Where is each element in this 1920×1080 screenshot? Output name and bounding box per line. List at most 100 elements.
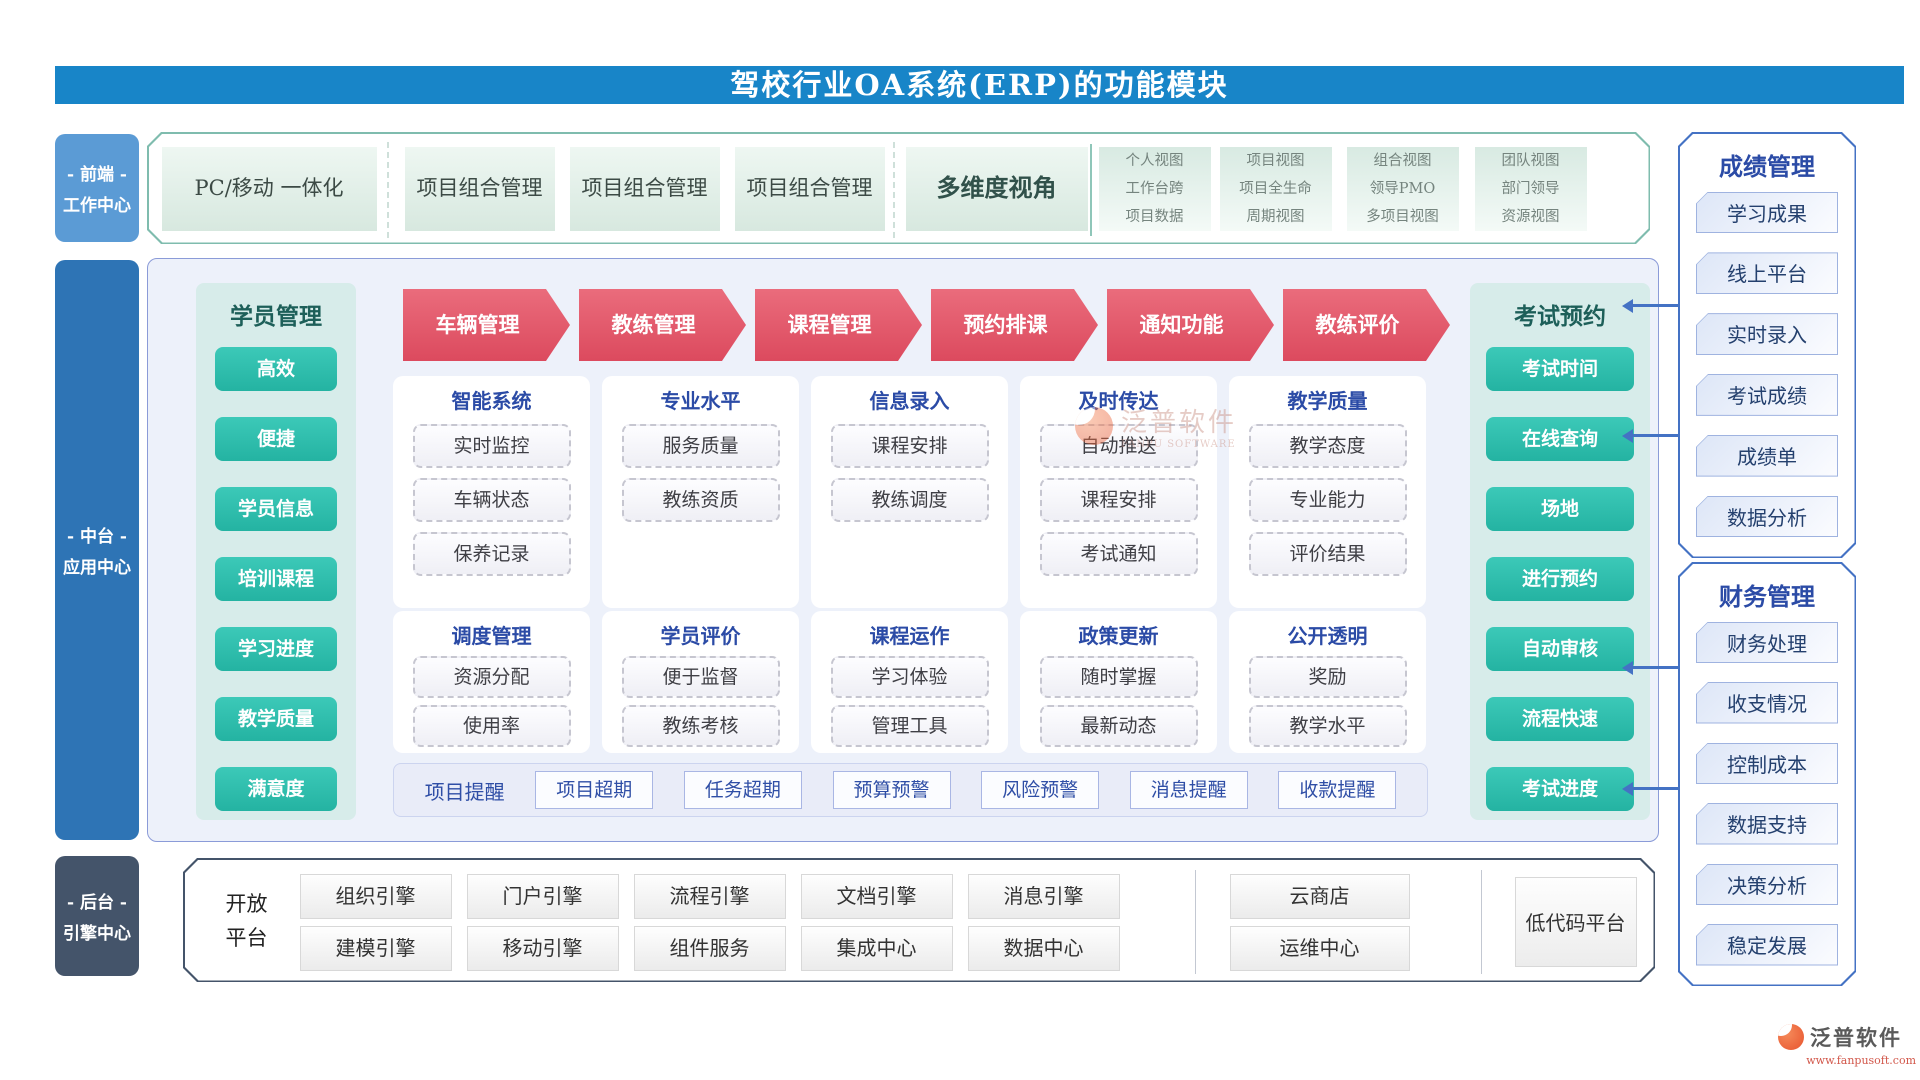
card-item: 评价结果 [1248, 532, 1407, 576]
ops-center-box: 运维中心 [1230, 926, 1410, 971]
card-title: 专业水平 [660, 389, 741, 413]
portfolio-box: 项目组合管理 [735, 147, 885, 231]
rail-midplatform-line1: - 中台 - [67, 527, 127, 547]
finance-item-label: 稳定发展 [1697, 925, 1837, 965]
fanpu-logo-icon [1778, 1024, 1804, 1050]
student-panel-item: 学习进度 [215, 627, 337, 671]
card-item: 服务质量 [621, 424, 780, 468]
cloud-store-box: 云商店 [1230, 874, 1410, 919]
student-panel-item: 学员信息 [215, 487, 337, 531]
student-panel-title: 学员管理 [230, 303, 322, 330]
feature-card: 公开透明 奖励 教学水平 [1229, 611, 1426, 753]
alert-item: 项目超期 [535, 771, 654, 809]
alert-item: 消息提醒 [1129, 771, 1248, 809]
finance-item-label: 收支情况 [1697, 683, 1837, 723]
card-item: 教学水平 [1248, 705, 1407, 747]
card-item: 管理工具 [830, 705, 989, 747]
view-box-line: 资源视图 [1501, 208, 1560, 225]
feature-card: 教学质量 教学态度 专业能力 评价结果 [1229, 376, 1426, 608]
card-item: 保养记录 [412, 532, 571, 576]
view-box-project: 项目视图 项目全生命 周期视图 [1220, 147, 1332, 231]
alerts-bar: 项目提醒 项目超期 任务超期 预算预警 风险预警 消息提醒 收款提醒 [393, 763, 1428, 817]
divider [1090, 144, 1092, 236]
score-item-label: 成绩单 [1697, 436, 1837, 476]
score-item: 成绩单 [1696, 435, 1838, 477]
feature-card: 专业水平 服务质量 教练资质 [602, 376, 799, 608]
multi-view-label: 多维度视角 [906, 147, 1088, 231]
divider [1481, 870, 1482, 974]
feature-card: 调度管理 资源分配 使用率 [393, 611, 590, 753]
card-item: 课程安排 [830, 424, 989, 468]
card-item: 考试通知 [1039, 532, 1198, 576]
view-box-line: 项目数据 [1125, 208, 1184, 225]
card-item: 学习体验 [830, 656, 989, 698]
finance-item-label: 决策分析 [1697, 865, 1837, 905]
engine-box: 文档引擎 [801, 874, 953, 919]
finance-item: 控制成本 [1696, 743, 1838, 785]
divider [893, 142, 895, 238]
footer-brand: 泛普软件 [1810, 1025, 1902, 1050]
score-item: 线上平台 [1696, 252, 1838, 294]
score-item-label: 考试成绩 [1697, 375, 1837, 415]
divider [387, 142, 389, 238]
process-arrow: 课程管理 [755, 289, 922, 361]
card-item: 自动推送 [1039, 424, 1198, 468]
feature-card: 课程运作 学习体验 管理工具 [811, 611, 1008, 753]
student-panel-item: 教学质量 [215, 697, 337, 741]
card-item: 教练调度 [830, 478, 989, 522]
open-platform-strip: 开放 平台 组织引擎 门户引擎 流程引擎 文档引擎 消息引擎 建模引擎 移动引擎… [185, 860, 1654, 981]
card-item: 奖励 [1248, 656, 1407, 698]
engine-box: 移动引擎 [467, 926, 619, 971]
view-box-line: 多项目视图 [1366, 208, 1439, 225]
finance-item: 稳定发展 [1696, 924, 1838, 966]
engine-box: 门户引擎 [467, 874, 619, 919]
score-panel-title: 成绩管理 [1719, 151, 1815, 181]
finance-item: 收支情况 [1696, 682, 1838, 724]
score-item-label: 数据分析 [1697, 497, 1837, 537]
exam-panel-item: 流程快速 [1486, 697, 1634, 741]
divider [1195, 870, 1196, 974]
process-arrow: 车辆管理 [403, 289, 570, 361]
feature-card: 智能系统 实时监控 车辆状态 保养记录 [393, 376, 590, 608]
feature-card: 政策更新 随时掌握 最新动态 [1020, 611, 1217, 753]
card-item: 课程安排 [1039, 478, 1198, 522]
feature-card: 及时传达 自动推送 课程安排 考试通知 [1020, 376, 1217, 608]
portfolio-box: 项目组合管理 [405, 147, 555, 231]
open-platform-line1: 开放 [225, 891, 268, 916]
view-box-line: 项目视图 [1246, 152, 1305, 169]
rail-frontend-line2: 工作中心 [63, 196, 131, 216]
card-title: 智能系统 [451, 389, 532, 413]
view-box-team: 团队视图 部门领导 资源视图 [1475, 147, 1587, 231]
card-title: 调度管理 [451, 624, 532, 648]
card-item: 车辆状态 [412, 478, 571, 522]
alert-item: 风险预警 [981, 771, 1100, 809]
score-item: 学习成果 [1696, 192, 1838, 234]
engine-box: 建模引擎 [300, 926, 452, 971]
view-box-personal: 个人视图 工作台跨 项目数据 [1099, 147, 1211, 231]
lowcode-platform-box: 低代码平台 [1515, 877, 1637, 967]
student-panel-item: 高效 [215, 347, 337, 391]
score-item-label: 线上平台 [1697, 253, 1837, 293]
exam-panel-title: 考试预约 [1514, 303, 1606, 330]
card-title: 公开透明 [1287, 624, 1368, 648]
view-box-line: 周期视图 [1246, 208, 1305, 225]
view-box-line: 部门领导 [1501, 180, 1560, 197]
view-box-line: 项目全生命 [1239, 180, 1312, 197]
finance-panel-title: 财务管理 [1719, 581, 1815, 611]
view-box-line: 工作台跨 [1125, 180, 1184, 197]
score-management-frame: 成绩管理 学习成果 线上平台 实时录入 考试成绩 成绩单 数据分析 [1678, 132, 1856, 558]
view-box-line: 个人视图 [1125, 152, 1184, 169]
finance-item: 数据支持 [1696, 803, 1838, 845]
rail-midplatform: - 中台 - 应用中心 [55, 260, 139, 840]
score-management-content: 成绩管理 学习成果 线上平台 实时录入 考试成绩 成绩单 数据分析 [1680, 134, 1855, 557]
view-box-portfolio: 组合视图 领导PMO 多项目视图 [1347, 147, 1459, 231]
score-management-panel: 成绩管理 学习成果 线上平台 实时录入 考试成绩 成绩单 数据分析 [1680, 134, 1855, 557]
engine-box: 组件服务 [634, 926, 786, 971]
rail-midplatform-line2: 应用中心 [63, 558, 131, 578]
score-item: 考试成绩 [1696, 374, 1838, 416]
exam-panel-item: 自动审核 [1486, 627, 1634, 671]
mid-panel: 学员管理 高效 便捷 学员信息 培训课程 学习进度 教学质量 满意度 车辆管理 … [147, 258, 1659, 842]
open-platform-label: 开放 平台 [207, 860, 287, 984]
view-box-line: 组合视图 [1373, 152, 1432, 169]
